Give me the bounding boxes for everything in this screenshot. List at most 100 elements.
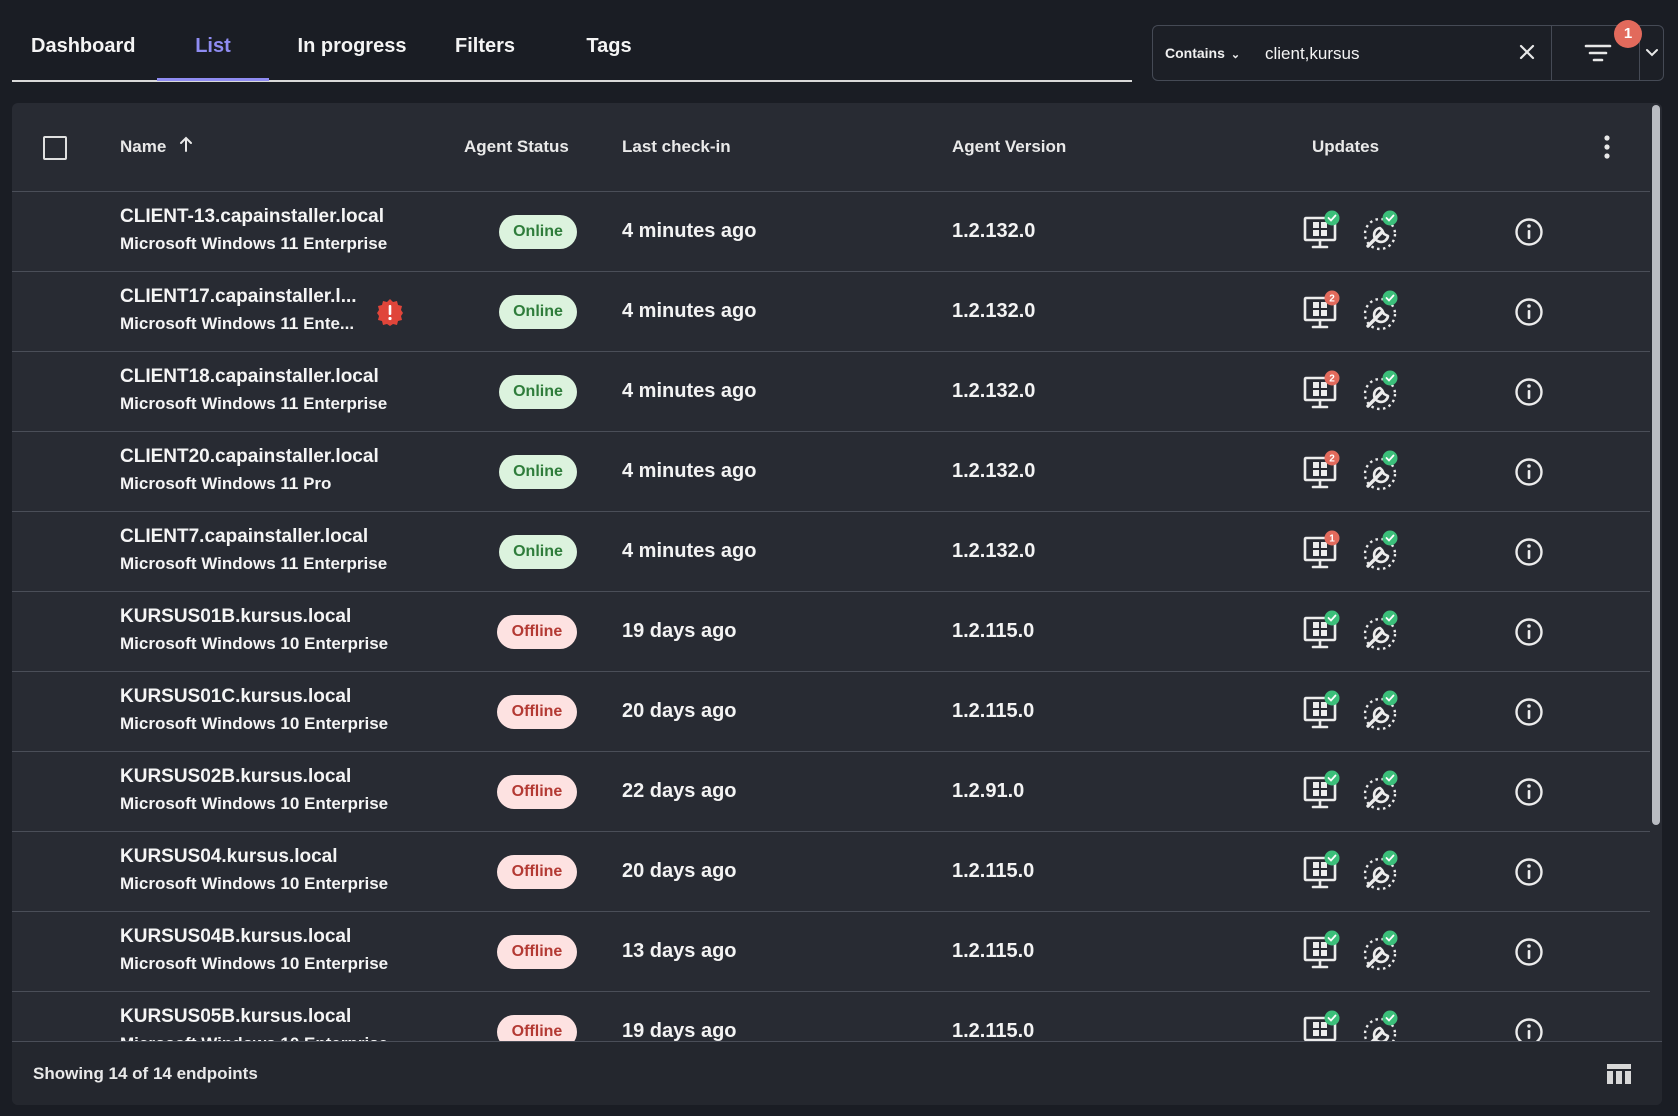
divider [1639,26,1640,80]
endpoint-name: CLIENT20.capainstaller.local [120,446,379,467]
tab-bar: Dashboard List In progress Filters Tags [12,0,1132,82]
pending-updates-count: 2 [1329,294,1335,305]
info-icon[interactable] [1514,617,1544,647]
endpoint-os: Microsoft Windows 10 Enterprise [120,954,389,973]
info-icon[interactable] [1514,537,1544,567]
info-icon[interactable] [1514,777,1544,807]
table-row[interactable]: KURSUS04B.kursus.local Microsoft Windows… [12,912,1650,992]
table-row[interactable]: KURSUS04.kursus.local Microsoft Windows … [12,832,1650,912]
agent-status-badge: Online [499,375,577,409]
kebab-menu-icon[interactable] [1602,133,1612,161]
last-checkin: 19 days ago [622,1020,737,1042]
info-icon[interactable] [1514,1017,1544,1042]
info-icon[interactable] [1514,937,1544,967]
wrench-icon[interactable] [1360,770,1404,814]
last-checkin: 22 days ago [622,780,737,802]
table-row[interactable]: KURSUS01B.kursus.local Microsoft Windows… [12,592,1650,672]
windows-monitor-icon[interactable] [1302,770,1346,814]
table-footer: Showing 14 of 14 endpoints [12,1041,1662,1105]
wrench-icon[interactable] [1360,370,1404,414]
wrench-icon[interactable] [1360,610,1404,654]
info-icon[interactable] [1514,377,1544,407]
endpoint-os: Microsoft Windows 11 Enterprise [120,234,388,253]
agent-status-badge: Offline [497,775,577,809]
endpoint-name: KURSUS04.kursus.local [120,846,338,867]
column-header-agent-version[interactable]: Agent Version [952,137,1067,156]
tab-filters[interactable]: Filters [454,35,516,57]
windows-monitor-icon[interactable] [1302,1010,1346,1042]
info-icon[interactable] [1514,297,1544,327]
endpoint-os: Microsoft Windows 10 Enterprise [120,634,389,653]
windows-monitor-icon[interactable] [1302,930,1346,974]
table-row[interactable]: KURSUS02B.kursus.local Microsoft Windows… [12,752,1650,832]
wrench-icon[interactable] [1360,930,1404,974]
search-mode-dropdown[interactable]: Contains ⌄ [1165,26,1240,80]
agent-status-badge: Online [499,535,577,569]
divider [1551,26,1552,80]
endpoint-os: Microsoft Windows 10 Enterprise [120,794,389,813]
table-row[interactable]: KURSUS05B.kursus.local Microsoft Windows… [12,992,1650,1042]
wrench-icon[interactable] [1360,850,1404,894]
columns-icon[interactable] [1605,1062,1633,1086]
agent-version: 1.2.115.0 [952,1020,1035,1042]
endpoint-name: KURSUS02B.kursus.local [120,766,352,787]
windows-monitor-icon[interactable] [1302,690,1346,734]
column-header-last-checkin[interactable]: Last check-in [622,137,731,156]
warning-badge-icon[interactable] [376,298,404,326]
agent-version: 1.2.115.0 [952,700,1035,722]
tab-tags[interactable]: Tags [586,35,632,57]
agent-version: 1.2.132.0 [952,380,1036,402]
endpoint-os: Microsoft Windows 11 Enterprise [120,554,388,573]
chevron-down-icon[interactable] [1643,42,1661,62]
wrench-icon[interactable] [1360,1010,1404,1042]
column-header-agent-status[interactable]: Agent Status [464,137,569,156]
endpoints-table: Name Agent Status Last check-in Agent Ve… [12,103,1662,1105]
endpoint-name: KURSUS05B.kursus.local [120,1006,352,1027]
column-header-name[interactable]: Name [120,103,193,191]
windows-monitor-icon[interactable]: 1 [1302,530,1346,574]
info-icon[interactable] [1514,457,1544,487]
info-icon[interactable] [1514,857,1544,887]
tab-dashboard[interactable]: Dashboard [31,35,136,57]
wrench-icon[interactable] [1360,690,1404,734]
endpoint-os: Microsoft Windows 10 Enterprise [120,874,389,893]
column-header-updates[interactable]: Updates [1312,137,1380,156]
wrench-icon[interactable] [1360,530,1404,574]
last-checkin: 19 days ago [622,620,737,642]
info-icon[interactable] [1514,697,1544,727]
agent-version: 1.2.115.0 [952,940,1035,962]
filter-icon[interactable] [1583,40,1613,66]
table-row[interactable]: KURSUS01C.kursus.local Microsoft Windows… [12,672,1650,752]
last-checkin: 13 days ago [622,940,737,962]
last-checkin: 4 minutes ago [622,220,757,242]
endpoint-name: CLIENT7.capainstaller.local [120,526,369,547]
search-input[interactable] [1263,38,1567,70]
windows-monitor-icon[interactable] [1302,610,1346,654]
windows-monitor-icon[interactable] [1302,210,1346,254]
info-icon[interactable] [1514,217,1544,247]
last-checkin: 4 minutes ago [622,300,757,322]
agent-status-badge: Online [499,295,577,329]
tab-in-progress[interactable]: In progress [297,35,407,57]
pending-updates-count: 2 [1329,374,1335,385]
scrollbar[interactable] [1652,105,1660,825]
windows-monitor-icon[interactable]: 2 [1302,450,1346,494]
table-row[interactable]: CLIENT17.capainstaller.l... Microsoft Wi… [12,272,1650,352]
table-row[interactable]: CLIENT7.capainstaller.local Microsoft Wi… [12,512,1650,592]
select-all-checkbox[interactable] [43,136,67,160]
endpoint-name: CLIENT18.capainstaller.local [120,366,379,387]
table-row[interactable]: CLIENT-13.capainstaller.local Microsoft … [12,192,1650,272]
wrench-icon[interactable] [1360,450,1404,494]
table-row[interactable]: CLIENT20.capainstaller.local Microsoft W… [12,432,1650,512]
wrench-icon[interactable] [1360,290,1404,334]
windows-monitor-icon[interactable]: 2 [1302,290,1346,334]
agent-version: 1.2.132.0 [952,220,1036,242]
agent-status-badge: Online [499,455,577,489]
wrench-icon[interactable] [1360,210,1404,254]
endpoint-name: KURSUS04B.kursus.local [120,926,352,947]
windows-monitor-icon[interactable] [1302,850,1346,894]
close-icon[interactable] [1515,40,1539,64]
tab-list[interactable]: List [157,0,269,81]
windows-monitor-icon[interactable]: 2 [1302,370,1346,414]
table-row[interactable]: CLIENT18.capainstaller.local Microsoft W… [12,352,1650,432]
